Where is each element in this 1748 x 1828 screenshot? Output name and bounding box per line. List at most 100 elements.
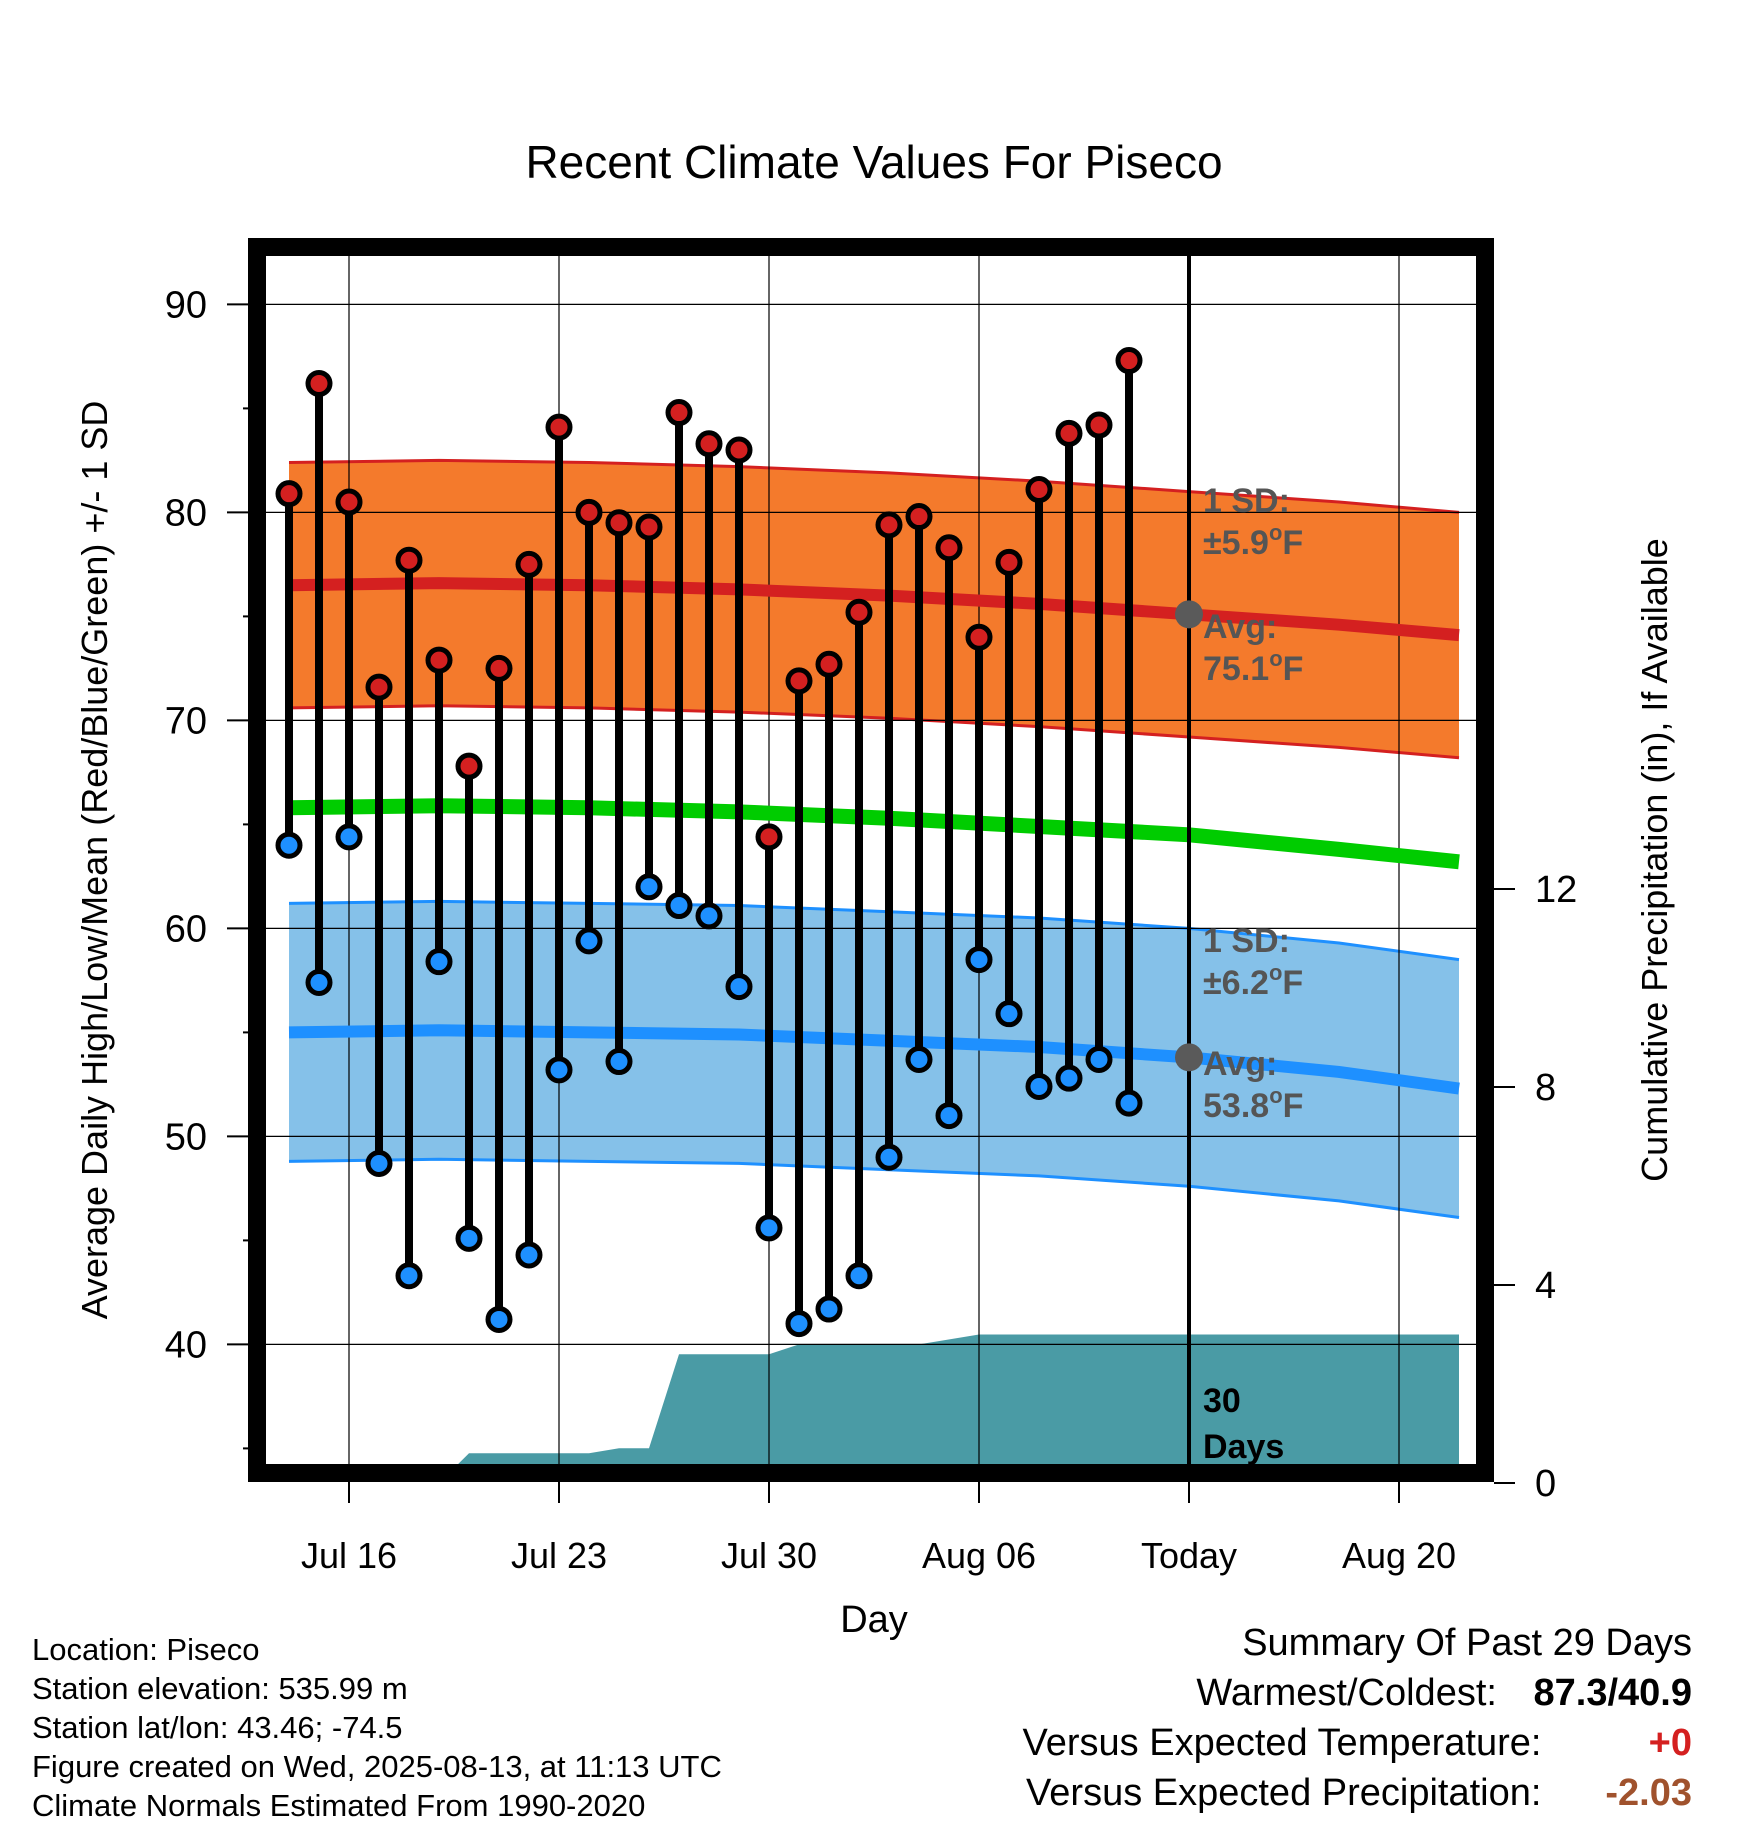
low-sd-label-line1: 1 SD: bbox=[1203, 922, 1290, 960]
y-tick-label-0: 40 bbox=[165, 1324, 207, 1366]
summary-temp-value: +0 bbox=[1648, 1722, 1692, 1764]
low-point-5 bbox=[425, 948, 453, 976]
summary-warmest-label: Warmest/Coldest: bbox=[1196, 1672, 1497, 1714]
high-avg-label-line1: Avg: bbox=[1203, 608, 1277, 646]
high-point-0 bbox=[275, 480, 303, 508]
y2-tick-label-2: 8 bbox=[1535, 1067, 1556, 1109]
y-tick-label-2: 60 bbox=[165, 908, 207, 950]
low-point-14 bbox=[695, 902, 723, 930]
summary-warmest-value: 87.3/40.9 bbox=[1533, 1672, 1692, 1714]
high-sd-label-value: ±5.9 bbox=[1203, 524, 1269, 562]
low-avg-label-degree: o bbox=[1269, 1083, 1282, 1108]
low-point-26 bbox=[1055, 1064, 1083, 1092]
low-avg-label-unit: F bbox=[1283, 1087, 1304, 1125]
high-point-3 bbox=[365, 673, 393, 701]
high-avg-label-value: 75.1 bbox=[1203, 650, 1269, 688]
high-point-21 bbox=[905, 503, 933, 531]
high-point-26 bbox=[1055, 419, 1083, 447]
high-point-23 bbox=[965, 623, 993, 651]
low-sd-label-degree: o bbox=[1269, 960, 1282, 985]
high-point-18 bbox=[815, 650, 843, 678]
y-tick-label-3: 70 bbox=[165, 700, 207, 742]
high-point-19 bbox=[845, 598, 873, 626]
summary-precip-value: -2.03 bbox=[1605, 1772, 1692, 1814]
info-location: Location: Piseco bbox=[32, 1632, 260, 1667]
x-tick-label-4: Today bbox=[1141, 1535, 1237, 1576]
y2-tick-label-0: 0 bbox=[1535, 1463, 1556, 1505]
low-point-9 bbox=[545, 1056, 573, 1084]
plot-frame bbox=[248, 238, 1494, 1482]
y2-tick-label-1: 4 bbox=[1535, 1265, 1556, 1307]
high-avg-label-unit: F bbox=[1283, 650, 1304, 688]
x-tick-label-1: Jul 23 bbox=[511, 1535, 607, 1576]
low-point-23 bbox=[965, 946, 993, 974]
high-sd-label-degree: o bbox=[1269, 520, 1282, 545]
station-info: Location: Piseco Station elevation: 535.… bbox=[32, 1630, 722, 1825]
low-point-4 bbox=[395, 1262, 423, 1290]
low-point-13 bbox=[665, 892, 693, 920]
high-point-11 bbox=[605, 509, 633, 537]
summary-temp-row: Versus Expected Temperature: +0 bbox=[1023, 1722, 1692, 1772]
today-low-avg-dot bbox=[1175, 1043, 1203, 1072]
x-tick-label-3: Aug 06 bbox=[922, 1535, 1036, 1576]
low-point-3 bbox=[365, 1149, 393, 1177]
low-point-25 bbox=[1025, 1072, 1053, 1100]
high-point-27 bbox=[1085, 411, 1113, 439]
low-point-6 bbox=[455, 1224, 483, 1252]
high-point-28 bbox=[1115, 347, 1143, 375]
precip-area bbox=[289, 1334, 1459, 1473]
info-created: Figure created on Wed, 2025-08-13, at 11… bbox=[32, 1749, 722, 1784]
low-point-12 bbox=[635, 873, 663, 901]
low-sd-label-line2: ±6.2oF bbox=[1203, 960, 1303, 1002]
high-point-9 bbox=[545, 413, 573, 441]
high-point-8 bbox=[515, 550, 543, 578]
high-point-12 bbox=[635, 513, 663, 541]
high-avg-label-line2: 75.1oF bbox=[1203, 646, 1303, 688]
low-point-27 bbox=[1085, 1045, 1113, 1073]
x-axis-label: Day bbox=[840, 1599, 908, 1641]
low-point-0 bbox=[275, 831, 303, 859]
high-point-16 bbox=[755, 823, 783, 851]
low-point-2 bbox=[335, 823, 363, 851]
info-normals: Climate Normals Estimated From 1990-2020 bbox=[32, 1788, 646, 1823]
low-avg-label-line1: Avg: bbox=[1203, 1045, 1277, 1083]
low-point-11 bbox=[605, 1048, 633, 1076]
high-sd-label-line1: 1 SD: bbox=[1203, 482, 1290, 520]
summary-precip-row: Versus Expected Precipitation: -2.03 bbox=[1023, 1772, 1692, 1822]
high-point-5 bbox=[425, 646, 453, 674]
low-point-21 bbox=[905, 1045, 933, 1073]
low-point-22 bbox=[935, 1102, 963, 1130]
high-point-10 bbox=[575, 498, 603, 526]
y2-axis-label: Cumulative Precipitation (in), If Availa… bbox=[1634, 538, 1675, 1182]
low-point-7 bbox=[485, 1305, 513, 1333]
low-avg-label-value: 53.8 bbox=[1203, 1087, 1269, 1125]
summary-temp-label: Versus Expected Temperature: bbox=[1022, 1722, 1542, 1764]
low-sd-label-value: ±6.2 bbox=[1203, 964, 1269, 1002]
y-tick-label-5: 90 bbox=[165, 284, 207, 326]
x-tick-label-5: Aug 20 bbox=[1342, 1535, 1456, 1576]
precip-days-label-line1: 30 bbox=[1203, 1382, 1241, 1420]
low-point-15 bbox=[725, 973, 753, 1001]
summary-warmest-row: Warmest/Coldest: 87.3/40.9 bbox=[1023, 1672, 1692, 1722]
high-avg-label-degree: o bbox=[1269, 646, 1282, 671]
normal-mean-line bbox=[288, 798, 1460, 870]
high-point-13 bbox=[665, 399, 693, 427]
high-point-24 bbox=[995, 548, 1023, 576]
precip-days-label-line2: Days bbox=[1203, 1428, 1284, 1466]
normal-high-sd-band bbox=[289, 460, 1459, 758]
info-elevation: Station elevation: 535.99 m bbox=[32, 1671, 408, 1706]
low-point-8 bbox=[515, 1241, 543, 1269]
low-point-1 bbox=[305, 968, 333, 996]
high-sd-label-line2: ±5.9oF bbox=[1203, 520, 1303, 562]
x-tick-label-2: Jul 30 bbox=[721, 1535, 817, 1576]
high-point-1 bbox=[305, 369, 333, 397]
y-tick-label-1: 50 bbox=[165, 1116, 207, 1158]
high-point-22 bbox=[935, 534, 963, 562]
low-point-16 bbox=[755, 1214, 783, 1242]
low-point-18 bbox=[815, 1295, 843, 1323]
low-sd-label-unit: F bbox=[1282, 964, 1303, 1002]
summary-panel: Summary Of Past 29 Days Warmest/Coldest:… bbox=[1023, 1622, 1692, 1822]
